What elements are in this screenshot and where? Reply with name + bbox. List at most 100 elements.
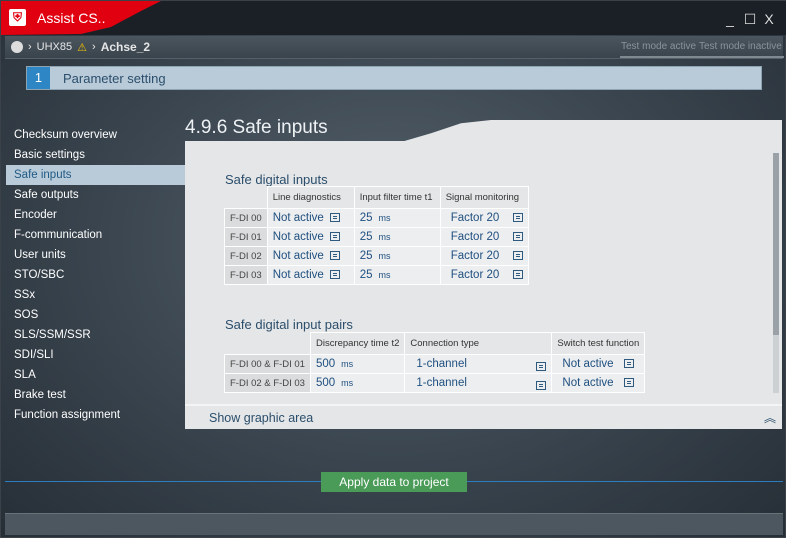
sidebar-item[interactable]: Safe outputs — [14, 189, 79, 201]
discrepancy-time-value: 500 — [315, 358, 336, 370]
input-pairs-heading: Safe digital input pairs — [225, 317, 353, 332]
sidebar-item[interactable]: SOS — [14, 309, 39, 321]
sidebar-item[interactable]: SLS/SSM/SSR — [14, 329, 91, 341]
line-diagnostics-value: Not active — [272, 231, 324, 243]
table-row: F-DI 03 Not active 25 ms Factor 20 — [224, 265, 530, 285]
status-bar — [5, 513, 783, 535]
chevron-right-icon: › — [92, 41, 96, 53]
switch-test-value: Not active — [562, 358, 614, 370]
signal-monitoring-select[interactable]: Factor 20 — [439, 227, 530, 247]
test-mode-active[interactable]: Test mode active — [621, 41, 697, 52]
input-filter-value: 25 — [359, 212, 373, 224]
input-filter-value: 25 — [359, 250, 373, 262]
sidebar-item[interactable]: SLA — [14, 369, 36, 381]
test-mode-indicator — [620, 56, 784, 58]
sidebar-item[interactable]: User units — [14, 249, 66, 261]
connection-type-select[interactable]: 1-channel — [404, 373, 553, 393]
sidebar-item[interactable]: Function assignment — [14, 409, 121, 421]
discrepancy-time-field[interactable]: 500 ms — [309, 373, 406, 393]
home-icon[interactable] — [11, 41, 23, 53]
signal-monitoring-value: Factor 20 — [450, 250, 500, 262]
connection-type-select[interactable]: 1-channel — [404, 354, 553, 374]
column-header: Line diagnostics — [266, 186, 355, 209]
connection-type-value: 1-channel — [416, 357, 467, 370]
dropdown-icon[interactable] — [329, 251, 340, 261]
show-graphic-area-bar[interactable]: Show graphic area ︽ — [185, 404, 782, 429]
sidebar-item[interactable]: F-communication — [14, 229, 103, 241]
table-row: F-DI 00 & F-DI 01 500 ms 1-channel Not activ… — [224, 354, 646, 374]
dropdown-icon[interactable] — [513, 251, 524, 261]
dropdown-icon[interactable] — [536, 380, 547, 390]
sidebar-item[interactable]: Safe inputs — [6, 165, 185, 185]
unit-label: ms — [378, 213, 391, 223]
row-label: F-DI 02 — [224, 246, 268, 266]
step-number: 1 — [27, 67, 50, 89]
app-title: Assist CS.. — [37, 10, 106, 26]
switch-test-value: Not active — [562, 377, 614, 389]
discrepancy-time-field[interactable]: 500 ms — [309, 354, 406, 374]
connection-type-value: 1-channel — [416, 376, 467, 389]
dropdown-icon[interactable] — [329, 270, 340, 280]
sidebar-item[interactable]: SDI/SLI — [14, 349, 54, 361]
step-bar[interactable]: 1 Parameter setting — [26, 66, 762, 90]
input-filter-value: 25 — [359, 231, 373, 243]
step-label: Parameter setting — [63, 71, 166, 86]
double-chevron-up-icon[interactable]: ︽ — [764, 411, 777, 425]
discrepancy-time-value: 500 — [315, 377, 336, 389]
close-button[interactable]: X — [764, 11, 774, 27]
corner-cell — [224, 186, 268, 209]
sidebar-item[interactable]: Encoder — [14, 209, 57, 221]
table-row: F-DI 01 Not active 25 ms Factor 20 — [224, 227, 530, 247]
unit-label: ms — [378, 251, 391, 261]
content-panel: Safe digital inputs Line diagnostics Inpu… — [185, 141, 782, 429]
dropdown-icon[interactable] — [623, 359, 634, 369]
sidebar-item[interactable]: SSx — [14, 289, 36, 301]
dropdown-icon[interactable] — [513, 232, 524, 242]
switch-test-select[interactable]: Not active — [551, 354, 646, 374]
dropdown-icon[interactable] — [536, 361, 547, 371]
dropdown-icon[interactable] — [329, 232, 340, 242]
test-mode-inactive[interactable]: Test mode inactive — [699, 41, 782, 52]
chevron-right-icon: › — [28, 41, 32, 53]
maximize-button[interactable]: ☐ — [743, 11, 757, 27]
line-diagnostics-select[interactable]: Not active — [266, 246, 355, 266]
input-filter-field[interactable]: 25 ms — [353, 227, 441, 247]
switch-test-select[interactable]: Not active — [551, 373, 646, 393]
dropdown-icon[interactable] — [623, 378, 634, 388]
dropdown-icon[interactable] — [513, 270, 524, 280]
apply-data-button[interactable]: Apply data to project — [321, 472, 467, 492]
input-filter-field[interactable]: 25 ms — [353, 265, 441, 285]
row-label: F-DI 00 — [224, 208, 268, 228]
column-header: Connection type — [404, 332, 553, 355]
dropdown-icon[interactable] — [329, 213, 340, 223]
show-graphic-area-label: Show graphic area — [209, 411, 314, 425]
input-filter-field[interactable]: 25 ms — [353, 208, 441, 228]
corner-cell — [224, 332, 311, 355]
sidebar-item[interactable]: Checksum overview — [14, 129, 117, 141]
table-row: F-DI 00 Not active 25 ms Factor 20 — [224, 208, 530, 228]
sidebar-item[interactable]: Brake test — [14, 389, 66, 401]
page-title: 4.9.6 Safe inputs — [185, 117, 328, 138]
input-filter-field[interactable]: 25 ms — [353, 246, 441, 266]
breadcrumb-device[interactable]: UHX85 — [36, 41, 73, 53]
signal-monitoring-select[interactable]: Factor 20 — [439, 208, 530, 228]
vertical-scrollbar[interactable] — [773, 153, 779, 393]
signal-monitoring-select[interactable]: Factor 20 — [439, 265, 530, 285]
line-diagnostics-select[interactable]: Not active — [266, 265, 355, 285]
minimize-button[interactable]: _ — [726, 11, 734, 27]
scrollbar-thumb[interactable] — [773, 153, 779, 335]
line-diagnostics-select[interactable]: Not active — [266, 208, 355, 228]
header-tab-shape — [401, 120, 782, 142]
signal-monitoring-select[interactable]: Factor 20 — [439, 246, 530, 266]
header-row: Discrepancy time t2 Connection type Switch… — [224, 332, 646, 355]
sidebar-item[interactable]: STO/SBC — [14, 269, 65, 281]
sidebar-item[interactable]: Basic settings — [14, 149, 85, 161]
title-bar: ⛨ Assist CS.. _ ☐ X — [1, 1, 786, 35]
input-filter-value: 25 — [359, 269, 373, 281]
line-diagnostics-value: Not active — [272, 269, 324, 281]
breadcrumb-axis[interactable]: Achse_2 — [100, 40, 151, 54]
dropdown-icon[interactable] — [513, 213, 524, 223]
signal-monitoring-value: Factor 20 — [450, 269, 500, 281]
line-diagnostics-select[interactable]: Not active — [266, 227, 355, 247]
